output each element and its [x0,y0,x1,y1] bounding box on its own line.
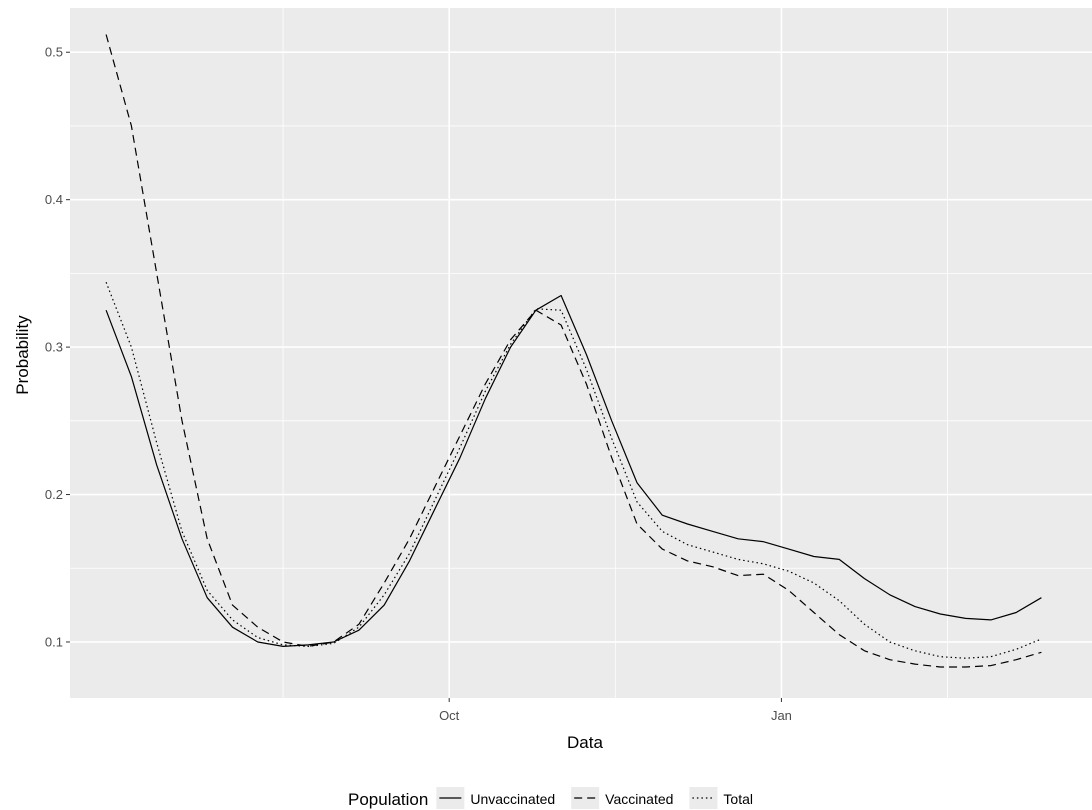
legend: Population Unvaccinated Vaccinated Total [348,787,753,809]
y-tick-label: 0.2 [45,487,63,502]
legend-label: Vaccinated [605,791,673,807]
legend-title: Population [348,790,428,809]
x-tick-label: Oct [439,708,460,723]
legend-label: Total [723,791,753,807]
legend-key-vaccinated [571,787,600,809]
legend-label: Unvaccinated [470,791,555,807]
plot-panel [70,8,1092,698]
y-tick-label: 0.1 [45,634,63,649]
minor-gridlines [70,8,1092,698]
major-gridlines [70,8,1092,698]
legend-key-background [571,787,600,809]
legend-key-total [689,787,718,809]
x-tick-label: Jan [771,708,792,723]
series-line-unvaccinated [105,294,1042,648]
series-line-vaccinated [105,34,1042,668]
y-tick-label: 0.5 [45,45,63,60]
y-axis: 0.1 0.2 0.3 0.4 0.5 [45,45,70,649]
y-axis-title: Probability [13,315,32,395]
legend-key-background [689,787,718,809]
legend-key-unvaccinated [436,787,465,809]
x-axis: Oct Jan [439,698,792,723]
x-axis-title: Data [567,733,603,752]
y-tick-label: 0.4 [45,192,63,207]
y-tick-label: 0.3 [45,340,63,355]
series-lines [105,34,1042,668]
